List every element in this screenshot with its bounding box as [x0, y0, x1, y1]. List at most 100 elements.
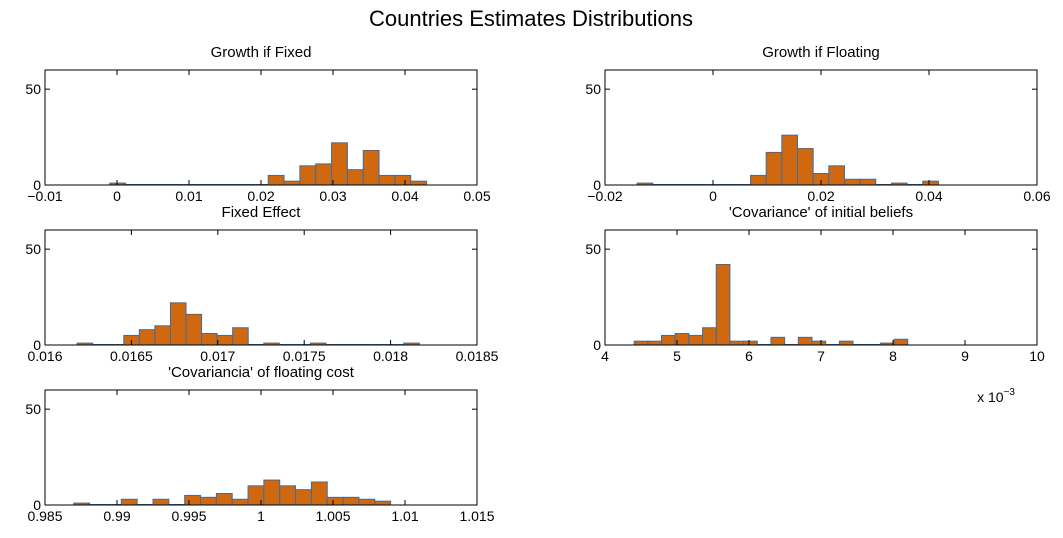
histogram-bar — [232, 327, 249, 346]
histogram-bar — [647, 340, 663, 346]
histogram-bar — [200, 496, 217, 506]
subplot-title: Growth if Floating — [762, 44, 880, 61]
x-tick-label: 1.005 — [315, 508, 350, 524]
axes-box — [604, 69, 1038, 186]
histogram-bar — [216, 334, 234, 346]
x-tick-label: 0.017 — [200, 348, 235, 364]
y-tick-label: 0 — [33, 497, 41, 513]
x-tick-label: 0 — [113, 188, 121, 204]
subplot-title: Fixed Effect — [222, 204, 302, 221]
x-tick-label: 0.995 — [171, 508, 206, 524]
histogram-bar — [661, 334, 676, 346]
histogram-bar — [394, 174, 412, 186]
histogram-bar — [770, 336, 786, 346]
histogram-bar — [358, 498, 376, 506]
subplot-fixed-effect: Fixed Effect 0.016 0.0165 0.017 0.0175 0.018… — [25, 204, 498, 364]
x-multiplier-exponent: −3 — [1004, 387, 1016, 398]
histogram-bar — [231, 498, 249, 506]
x-tick-label: 6 — [745, 348, 753, 364]
histogram-bar — [362, 150, 380, 186]
y-tick-label: 50 — [585, 81, 601, 97]
histogram-bar — [138, 329, 156, 346]
x-tick-label: 0.0175 — [283, 348, 326, 364]
y-tick-label: 50 — [25, 401, 41, 417]
histogram-bar — [750, 174, 767, 186]
x-tick-label: 8 — [889, 348, 897, 364]
histogram-bar — [326, 496, 344, 506]
x-tick-label: 0.04 — [391, 188, 418, 204]
x-multiplier-label: x 10−3 — [977, 387, 1015, 405]
histogram-bar — [154, 325, 171, 346]
histogram-bar — [201, 333, 218, 346]
histogram-bar — [310, 481, 328, 506]
histogram-bar — [169, 302, 187, 346]
histogram-bar — [797, 336, 813, 346]
subplot-growth-if-fixed: Growth if Fixed −0.01 0 0.01 0.02 0.03 0.04 0.… — [25, 44, 490, 204]
x-tick-label: 0.016 — [27, 348, 62, 364]
histogram-bar — [374, 500, 392, 506]
histogram-bar — [378, 174, 396, 186]
histogram-bar — [893, 338, 909, 346]
histogram-bar — [185, 313, 203, 346]
histogram-bar — [729, 340, 745, 346]
subplot-title: 'Covariance' of initial beliefs — [729, 204, 913, 221]
x-tick-label: −0.01 — [27, 188, 63, 204]
x-tick-label: 10 — [1029, 348, 1045, 364]
subplot-covariancia-floating-cost: 'Covariancia' of floating cost 0.985 0.99… — [25, 364, 494, 524]
histogram-bar — [828, 165, 845, 186]
histogram-bar — [215, 493, 233, 506]
histogram-bar — [283, 180, 301, 186]
histogram-bar — [120, 498, 138, 506]
x-tick-label: 0.02 — [807, 188, 834, 204]
histogram-bar — [922, 180, 939, 186]
histogram-bar — [838, 340, 854, 346]
x-tick-label: 0.04 — [915, 188, 942, 204]
y-tick-label: 0 — [593, 177, 601, 193]
histogram-bar — [765, 151, 783, 186]
histogram-bar — [702, 327, 717, 346]
y-tick-label: 0 — [593, 337, 601, 353]
x-tick-label: 0.0165 — [110, 348, 153, 364]
histogram-bar — [267, 174, 285, 186]
histogram-bar — [811, 340, 827, 346]
x-tick-label: 0.03 — [319, 188, 346, 204]
histogram-bar — [295, 489, 312, 506]
x-tick-label: 0.02 — [247, 188, 274, 204]
x-tick-label: 0.05 — [463, 188, 490, 204]
x-tick-label: 0 — [709, 188, 717, 204]
histogram-bar — [331, 142, 348, 186]
histogram-bar — [781, 134, 799, 186]
subplot-title: 'Covariancia' of floating cost — [168, 364, 355, 381]
x-tick-label: 0.99 — [103, 508, 130, 524]
x-tick-label: 1.015 — [459, 508, 494, 524]
histogram-bar — [346, 169, 364, 186]
x-tick-label: −0.02 — [587, 188, 623, 204]
histogram-bar — [279, 485, 297, 506]
histogram-bar — [859, 178, 877, 186]
x-tick-label: 7 — [817, 348, 825, 364]
y-tick-label: 0 — [33, 177, 41, 193]
histogram-bar — [633, 340, 649, 346]
histogram-bar — [715, 264, 731, 346]
x-tick-label: 1.01 — [391, 508, 418, 524]
x-tick-label: 0.0185 — [456, 348, 499, 364]
histogram-bar — [263, 479, 281, 506]
x-tick-label: 0.985 — [27, 508, 62, 524]
subplot-covariance-initial-beliefs: 'Covariance' of initial beliefs x 10−3 4… — [585, 204, 1045, 405]
x-tick-label: 4 — [601, 348, 609, 364]
x-tick-label: 0.06 — [1023, 188, 1050, 204]
histogram-bar — [152, 498, 170, 506]
y-tick-label: 50 — [585, 241, 601, 257]
histogram-bar — [315, 163, 333, 186]
axes-box — [44, 69, 478, 186]
axes-box — [44, 229, 478, 346]
histogram-bar — [184, 494, 202, 506]
histogram-bar — [688, 334, 704, 346]
histogram-bar — [342, 496, 360, 506]
histogram-bar — [743, 340, 758, 346]
histogram-bar — [843, 178, 861, 186]
x-tick-label: 9 — [961, 348, 969, 364]
x-tick-label: 0.018 — [373, 348, 408, 364]
